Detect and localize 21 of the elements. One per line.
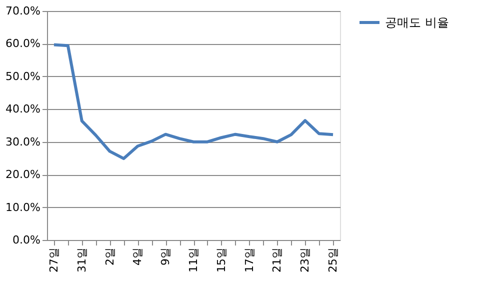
y-tick-label: 30.0%: [6, 135, 40, 148]
x-tick-label: 15일: [214, 248, 228, 272]
y-tick-label: 70.0%: [6, 4, 40, 18]
x-tick-label: 4일: [131, 248, 144, 266]
y-tick-label: 40.0%: [6, 102, 40, 116]
y-tick-label: 0.0%: [12, 234, 40, 246]
y-tick-label: 60.0%: [6, 37, 40, 50]
x-tick-label: 11일: [187, 248, 200, 272]
y-tick-label: 10.0%: [6, 200, 40, 214]
y-tick-label: 50.0%: [6, 70, 40, 83]
x-tick-label: 27일: [47, 248, 60, 272]
x-tick-label: 23일: [298, 248, 312, 272]
line-series: [52, 43, 335, 160]
x-tick-label: 9일: [159, 248, 172, 266]
x-tick-label: 17일: [242, 248, 256, 272]
x-tick-label: 21일: [270, 248, 284, 272]
x-tick-label: 25일: [326, 248, 340, 272]
x-tick-label: 2일: [103, 248, 116, 266]
x-tick-label: 31일: [75, 248, 88, 272]
y-tick-label: 20.0%: [6, 168, 40, 182]
legend-label: 공매도 비율: [385, 16, 449, 30]
